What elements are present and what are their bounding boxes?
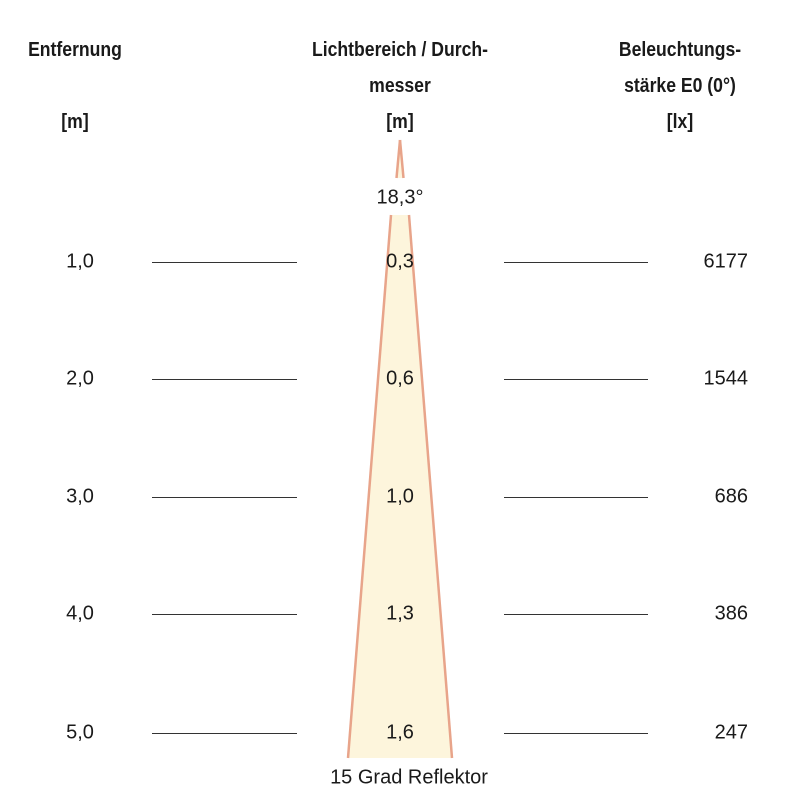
cone-edge-right-top (398, 139, 405, 179)
cone-edge-left (346, 214, 393, 759)
beam-angle-label: 18,3° (376, 186, 424, 209)
illuminance-value: 386 (714, 602, 748, 625)
header-diameter-line1: Lichtbereich / Durch- (311, 39, 489, 61)
illuminance-value: 6177 (703, 250, 749, 273)
cone-edge-right (407, 214, 454, 759)
cone-fill (348, 215, 452, 758)
diameter-value: 1,0 (386, 485, 414, 508)
row-divider-left (152, 733, 297, 734)
header-distance: Entfernung [m] (0, 32, 150, 140)
header-diameter: Lichtbereich / Durch- messer [m] (280, 32, 520, 140)
row-divider-left (152, 379, 297, 380)
header-diameter-line2: messer (369, 75, 431, 97)
row-divider-right (504, 262, 648, 263)
row-divider-right (504, 379, 648, 380)
distance-value: 4,0 (66, 602, 94, 625)
illuminance-value: 1544 (703, 367, 749, 390)
diameter-value: 0,6 (386, 367, 414, 390)
illuminance-value: 686 (714, 485, 748, 508)
distance-value: 2,0 (66, 367, 94, 390)
row-divider-right (504, 614, 648, 615)
header-distance-line1: Entfernung (28, 39, 122, 61)
diameter-value: 0,3 (386, 250, 414, 273)
distance-value: 5,0 (66, 721, 94, 744)
header-distance-unit: [m] (61, 111, 89, 133)
row-divider-left (152, 497, 297, 498)
row-divider-left (152, 262, 297, 263)
row-divider-left (152, 614, 297, 615)
header-illuminance-line1: Beleuchtungs- (618, 39, 742, 61)
illuminance-value: 247 (714, 721, 748, 744)
reflector-label: 15 Grad Reflektor (330, 766, 488, 789)
header-illuminance-unit: [lx] (666, 111, 694, 133)
row-divider-right (504, 497, 648, 498)
distance-value: 3,0 (66, 485, 94, 508)
diameter-value: 1,3 (386, 602, 414, 625)
header-distance-line2 (9, 68, 141, 104)
header-diameter-unit: [m] (386, 111, 414, 133)
row-divider-right (504, 733, 648, 734)
header-illuminance-line2: stärke E0 (0°) (624, 75, 736, 97)
distance-value: 1,0 (66, 250, 94, 273)
diameter-value: 1,6 (386, 721, 414, 744)
header-illuminance: Beleuchtungs- stärke E0 (0°) [lx] (580, 32, 780, 140)
